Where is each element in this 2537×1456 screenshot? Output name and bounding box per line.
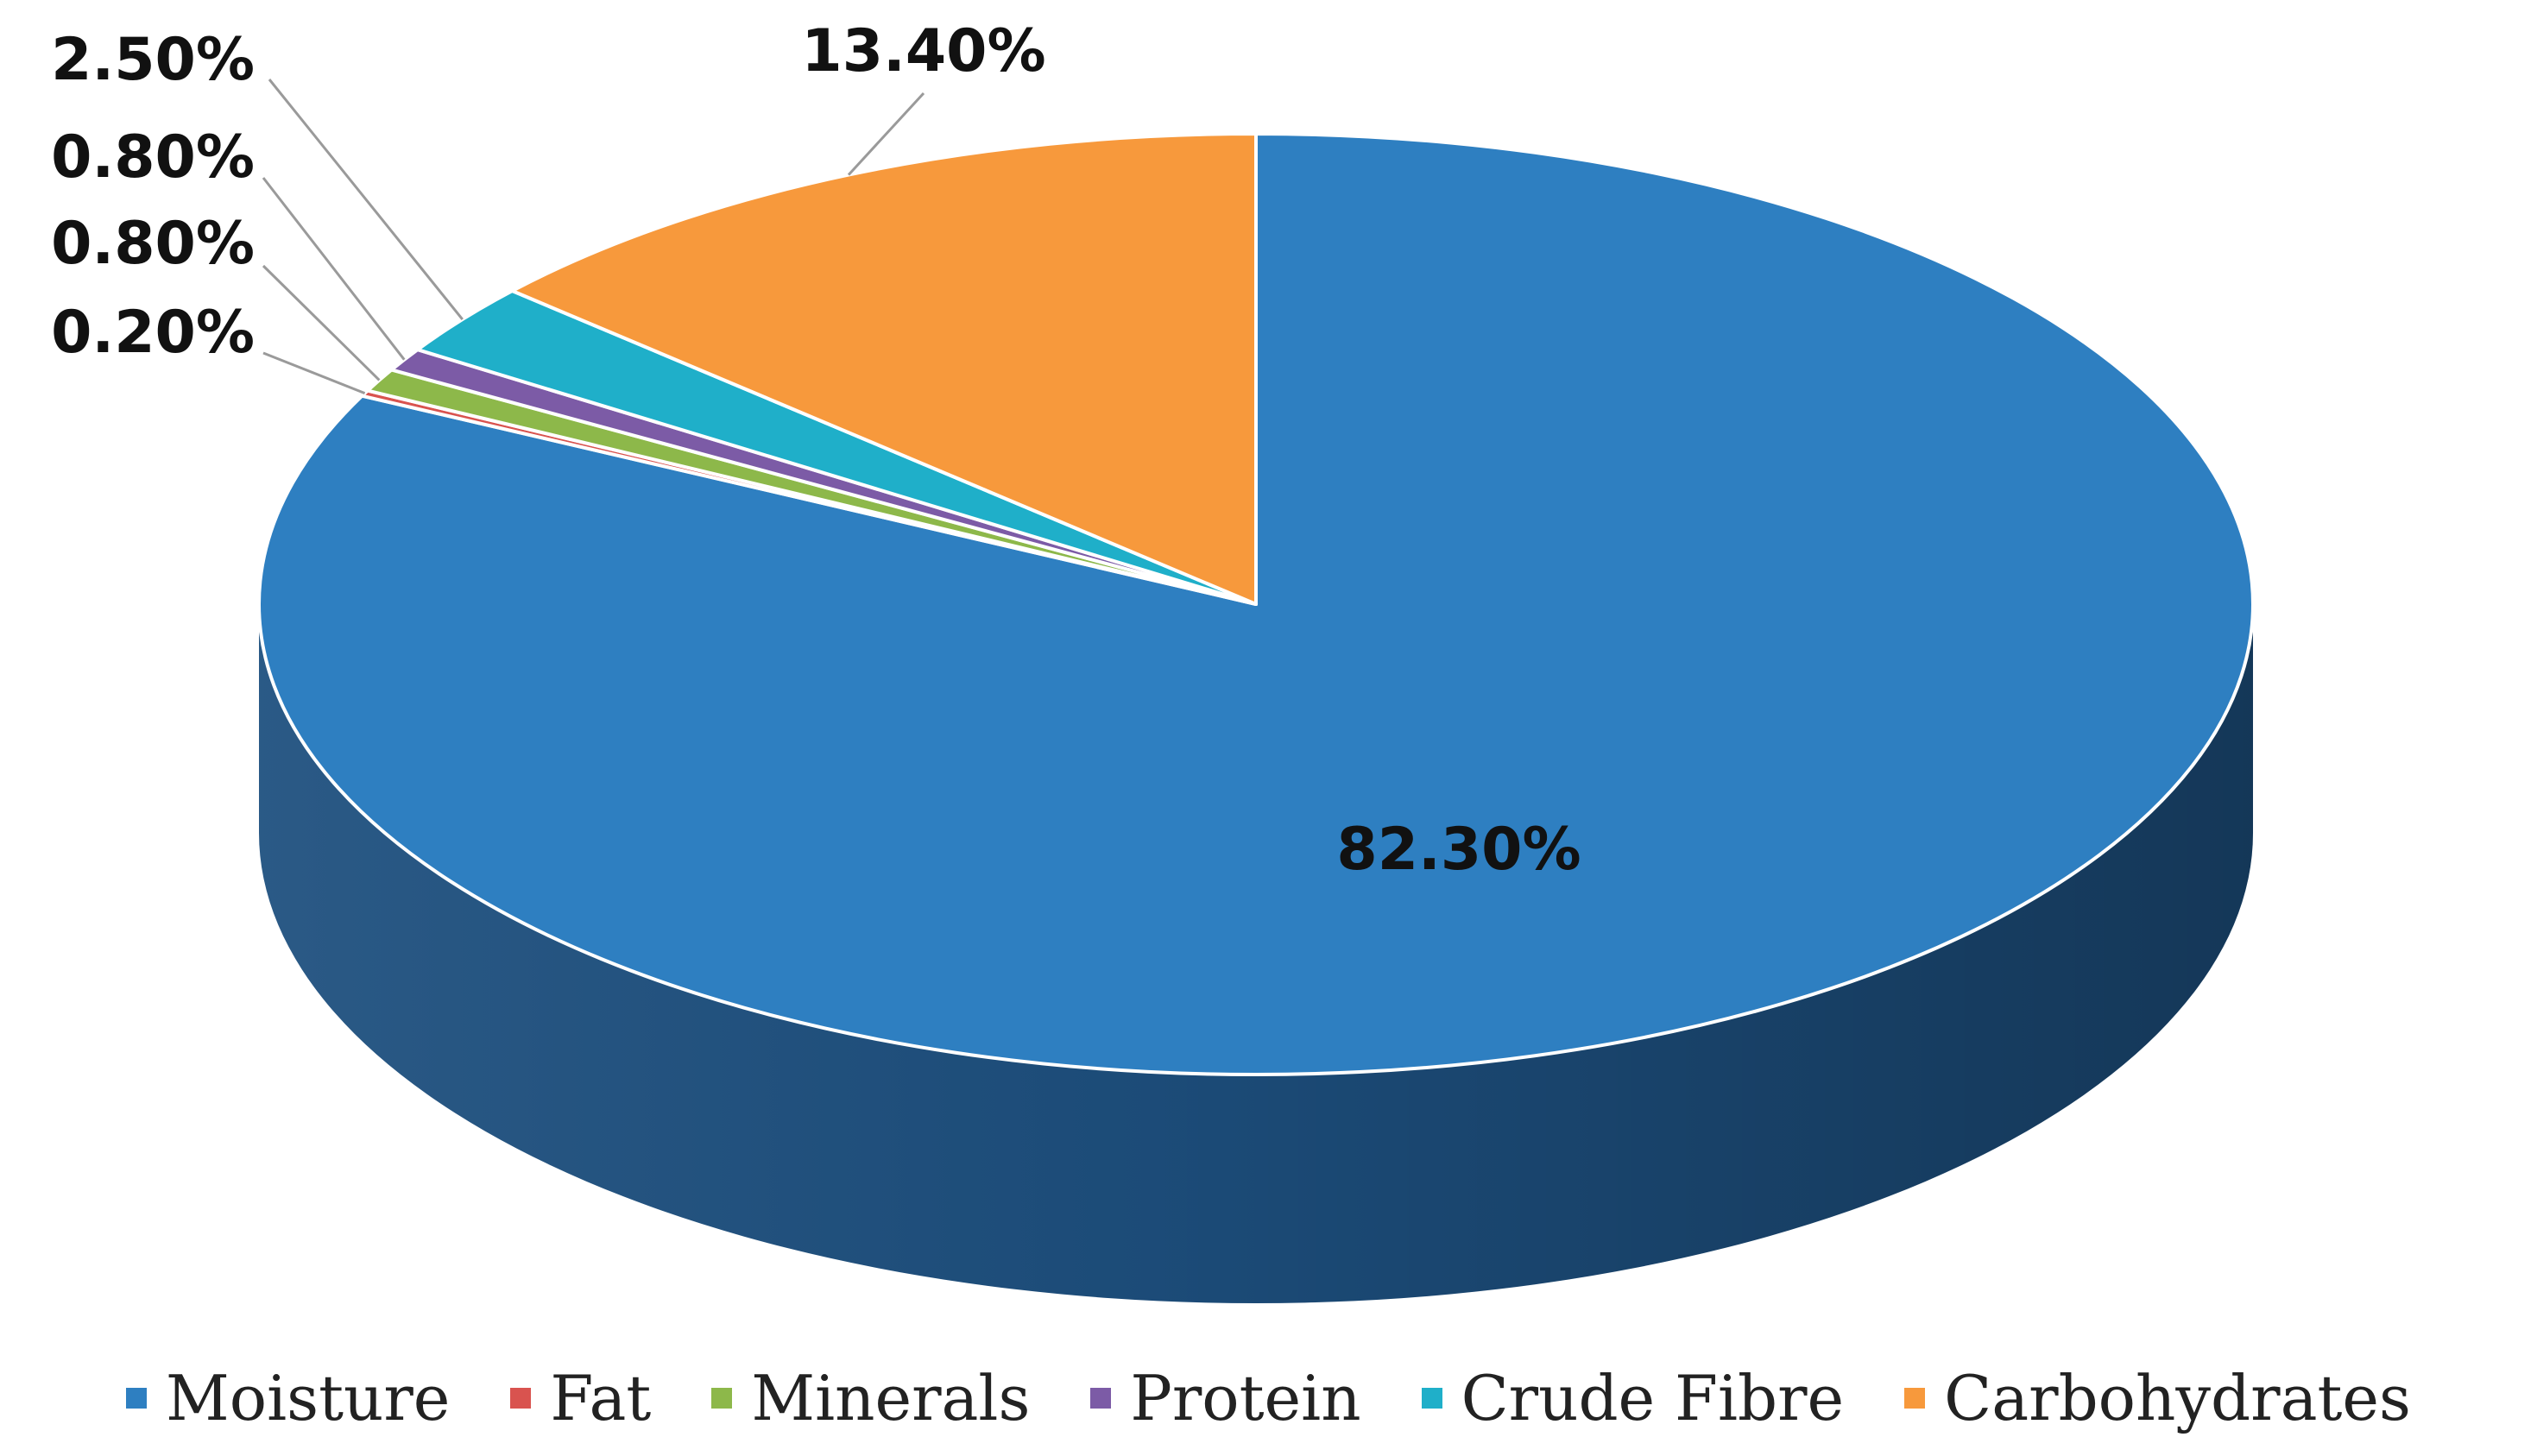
data-label-fat: 0.20% — [51, 299, 255, 367]
legend-label-crude-fibre: Crude Fibre — [1461, 1362, 1845, 1434]
pie-side-shade-moisture — [259, 604, 2253, 1303]
data-label-moisture: 82.30% — [1336, 816, 1581, 884]
leader-line-group — [262, 79, 925, 395]
leader-line-crude-fibre — [268, 79, 464, 320]
legend-label-carbohydrates: Carbohydrates — [1944, 1362, 2411, 1434]
data-label-minerals: 0.80% — [51, 210, 255, 278]
data-label-crude-fibre: 2.50% — [51, 26, 255, 94]
legend-item-fat: Fat — [510, 1362, 651, 1434]
legend-item-protein: Protein — [1090, 1362, 1361, 1434]
legend-swatch-carbohydrates — [1904, 1388, 1926, 1409]
legend-item-minerals: Minerals — [711, 1362, 1030, 1434]
legend-swatch-crude-fibre — [1421, 1388, 1442, 1409]
legend: Moisture Fat Minerals Protein Crude Fibre Car… — [0, 1355, 2537, 1441]
legend-label-moisture: Moisture — [166, 1362, 451, 1434]
legend-swatch-fat — [510, 1388, 532, 1409]
legend-label-protein: Protein — [1130, 1362, 1361, 1434]
leader-line-fat — [262, 351, 366, 395]
legend-swatch-protein — [1090, 1388, 1112, 1409]
data-label-group: 82.30% 0.20% 0.80% 0.80% 2.50% 13.40% — [51, 17, 1581, 884]
data-label-protein: 0.80% — [51, 123, 255, 192]
legend-label-fat: Fat — [550, 1362, 652, 1434]
pie-top-group — [257, 132, 2255, 1076]
legend-item-crude-fibre: Crude Fibre — [1421, 1362, 1845, 1434]
legend-item-moisture: Moisture — [126, 1362, 450, 1434]
legend-swatch-minerals — [711, 1388, 733, 1409]
pie-side-group — [259, 604, 2253, 1303]
leader-line-minerals — [262, 264, 381, 381]
legend-label-minerals: Minerals — [751, 1362, 1031, 1434]
data-label-carbohydrates: 13.40% — [801, 17, 1045, 85]
pie-slice-carbohydrates — [510, 132, 1258, 606]
leader-line-protein — [262, 177, 406, 361]
legend-swatch-moisture — [126, 1388, 148, 1409]
leader-line-carbohydrates — [847, 91, 925, 176]
legend-item-carbohydrates: Carbohydrates — [1904, 1362, 2411, 1434]
